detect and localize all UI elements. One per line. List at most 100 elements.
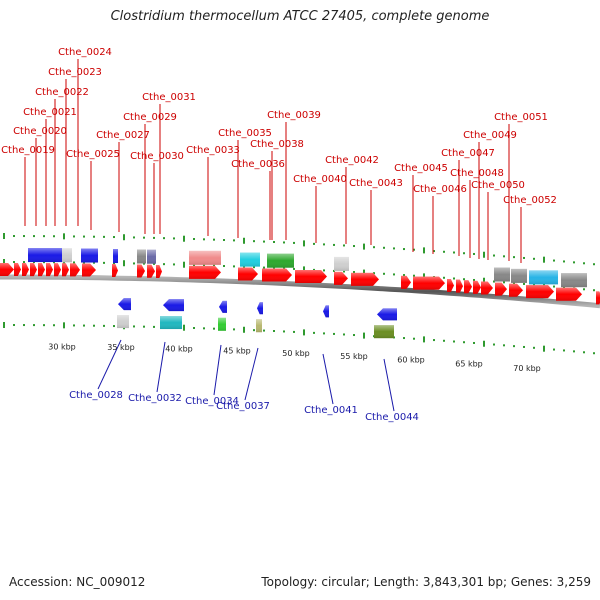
scale-tick	[133, 262, 135, 265]
cds-reverse-shade	[118, 298, 131, 311]
scale-tick	[493, 254, 495, 257]
leader-line	[244, 347, 259, 401]
scale-tick	[243, 237, 245, 244]
gene-label-reverse: Cthe_0034	[185, 396, 239, 407]
scale-tick	[43, 261, 45, 264]
scale-tick	[543, 345, 545, 352]
gene-label-forward: Cthe_0052	[503, 195, 557, 206]
scale-tick	[563, 349, 565, 352]
scale-label: 70 kbp	[513, 364, 541, 373]
feature-teal-shade	[160, 316, 182, 330]
scale-tick	[593, 263, 595, 266]
cds-forward-shade	[54, 263, 61, 277]
feature-green-shade	[267, 253, 294, 268]
gene-label-forward: Cthe_0036	[231, 159, 285, 170]
cds-forward-shade	[556, 287, 582, 301]
scale-tick	[323, 332, 325, 335]
scale-tick	[263, 240, 265, 243]
scale-tick	[403, 248, 405, 251]
scale-tick	[73, 261, 75, 264]
cds-forward-shade	[62, 263, 69, 277]
cds-reverse-shade	[163, 299, 184, 312]
scale-tick	[573, 350, 575, 353]
scale-tick	[93, 261, 95, 264]
scale-tick	[483, 277, 485, 284]
scale-tick	[243, 263, 245, 270]
scale-tick	[343, 270, 345, 273]
scale-tick	[253, 266, 255, 269]
scale-tick	[293, 241, 295, 244]
cds-forward-shade	[14, 263, 21, 277]
scale-label: 35 kbp	[107, 343, 135, 352]
scale-tick	[353, 334, 355, 337]
scale-tick	[303, 329, 305, 336]
scale-tick	[353, 245, 355, 248]
gene-label-reverse: Cthe_0037	[216, 401, 270, 412]
gene-label-forward: Cthe_0048	[450, 168, 504, 179]
scale-tick	[53, 261, 55, 264]
gene-label-forward: Cthe_0045	[394, 163, 448, 174]
feature-blue_gene-shade	[28, 248, 62, 263]
cds-forward-shade	[351, 272, 379, 286]
cds-forward-shade	[38, 263, 45, 277]
scale-tick	[453, 277, 455, 280]
leader-line	[383, 358, 395, 412]
scale-tick	[463, 341, 465, 344]
scale-tick	[393, 247, 395, 250]
gene-label-forward: Cthe_0046	[413, 184, 467, 195]
scale-tick	[33, 324, 35, 327]
scale-tick	[203, 264, 205, 267]
label-leader-lines	[24, 59, 522, 412]
scale-tick	[563, 260, 565, 263]
scale-tick	[103, 261, 105, 264]
cds-reverse-shade	[219, 300, 227, 313]
scale-tick	[43, 235, 45, 238]
gene-labels: Cthe_0019 Cthe_0020 Cthe_0021 Cthe_0022 Cthe…	[1, 47, 557, 423]
scale-tick	[53, 324, 55, 327]
scale-label: 55 kbp	[340, 352, 368, 361]
cds-forward-shade	[0, 263, 14, 276]
scale-tick	[403, 274, 405, 277]
cds-forward-shade	[447, 278, 454, 292]
cds-forward-shade	[334, 271, 348, 285]
feature-pink-shade	[189, 250, 221, 265]
scale-label: 45 kbp	[223, 346, 251, 355]
cds-forward-shade	[147, 264, 155, 278]
scale-tick	[103, 324, 105, 327]
scale-tick	[503, 344, 505, 347]
scale-tick	[363, 332, 365, 339]
scale-tick	[183, 324, 185, 331]
scale-tick	[423, 273, 425, 280]
scale-tick	[113, 236, 115, 239]
gene-label-forward: Cthe_0021	[23, 107, 77, 118]
scale-tick	[363, 243, 365, 250]
cds-reverse-shade	[257, 302, 263, 315]
cds-reverse-shade	[377, 308, 397, 321]
scale-tick	[143, 262, 145, 265]
scale-tick	[203, 327, 205, 330]
gene-label-forward: Cthe_0047	[441, 148, 495, 159]
scale-tick	[553, 348, 555, 351]
scale-tick	[103, 235, 105, 238]
scale-tick	[423, 336, 425, 343]
feature-light_gray-shade	[117, 315, 129, 329]
scale-tick	[193, 238, 195, 241]
scale-tick	[3, 233, 5, 240]
scale-tick	[563, 286, 565, 289]
scale-tick	[583, 288, 585, 291]
scale-tick	[163, 263, 165, 266]
scale-label: 50 kbp	[282, 349, 310, 358]
cds-forward-shade	[137, 264, 145, 278]
scale-tick	[73, 324, 75, 327]
scale-tick	[413, 274, 415, 277]
gene-label-forward: Cthe_0033	[186, 145, 240, 156]
scale-tick	[153, 262, 155, 265]
scale-tick	[443, 250, 445, 253]
gene-label-forward: Cthe_0024	[58, 47, 112, 58]
scale-tick	[473, 341, 475, 344]
genome-backbone	[0, 274, 600, 309]
scale-tick	[143, 325, 145, 328]
gene-label-reverse: Cthe_0032	[128, 393, 182, 404]
scale-tick	[283, 267, 285, 270]
scale-tick	[13, 261, 15, 264]
